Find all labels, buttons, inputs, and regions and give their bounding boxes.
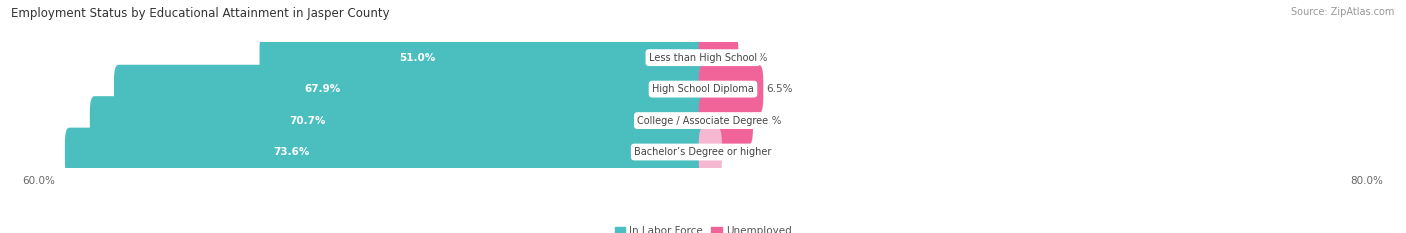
Text: College / Associate Degree: College / Associate Degree xyxy=(637,116,769,126)
FancyBboxPatch shape xyxy=(10,91,1396,151)
Text: 1.7%: 1.7% xyxy=(724,147,751,157)
FancyBboxPatch shape xyxy=(10,59,1396,119)
Text: Employment Status by Educational Attainment in Jasper County: Employment Status by Educational Attainm… xyxy=(11,7,389,20)
Text: 51.0%: 51.0% xyxy=(399,53,436,63)
Text: 80.0%: 80.0% xyxy=(1350,176,1384,186)
Text: Less than High School: Less than High School xyxy=(650,53,756,63)
Text: 6.5%: 6.5% xyxy=(766,84,793,94)
Text: High School Diploma: High School Diploma xyxy=(652,84,754,94)
FancyBboxPatch shape xyxy=(699,96,754,145)
FancyBboxPatch shape xyxy=(114,65,707,113)
FancyBboxPatch shape xyxy=(260,33,707,82)
Text: 67.9%: 67.9% xyxy=(305,84,342,94)
Text: Source: ZipAtlas.com: Source: ZipAtlas.com xyxy=(1291,7,1395,17)
Text: 5.3%: 5.3% xyxy=(755,116,782,126)
Text: 70.7%: 70.7% xyxy=(290,116,326,126)
Legend: In Labor Force, Unemployed: In Labor Force, Unemployed xyxy=(610,222,796,233)
FancyBboxPatch shape xyxy=(10,122,1396,182)
Text: 3.6%: 3.6% xyxy=(741,53,768,63)
FancyBboxPatch shape xyxy=(699,33,738,82)
FancyBboxPatch shape xyxy=(90,96,707,145)
Text: 73.6%: 73.6% xyxy=(273,147,309,157)
FancyBboxPatch shape xyxy=(10,28,1396,88)
FancyBboxPatch shape xyxy=(699,128,721,176)
FancyBboxPatch shape xyxy=(65,128,707,176)
FancyBboxPatch shape xyxy=(699,65,763,113)
Text: 60.0%: 60.0% xyxy=(22,176,56,186)
Text: Bachelor’s Degree or higher: Bachelor’s Degree or higher xyxy=(634,147,772,157)
